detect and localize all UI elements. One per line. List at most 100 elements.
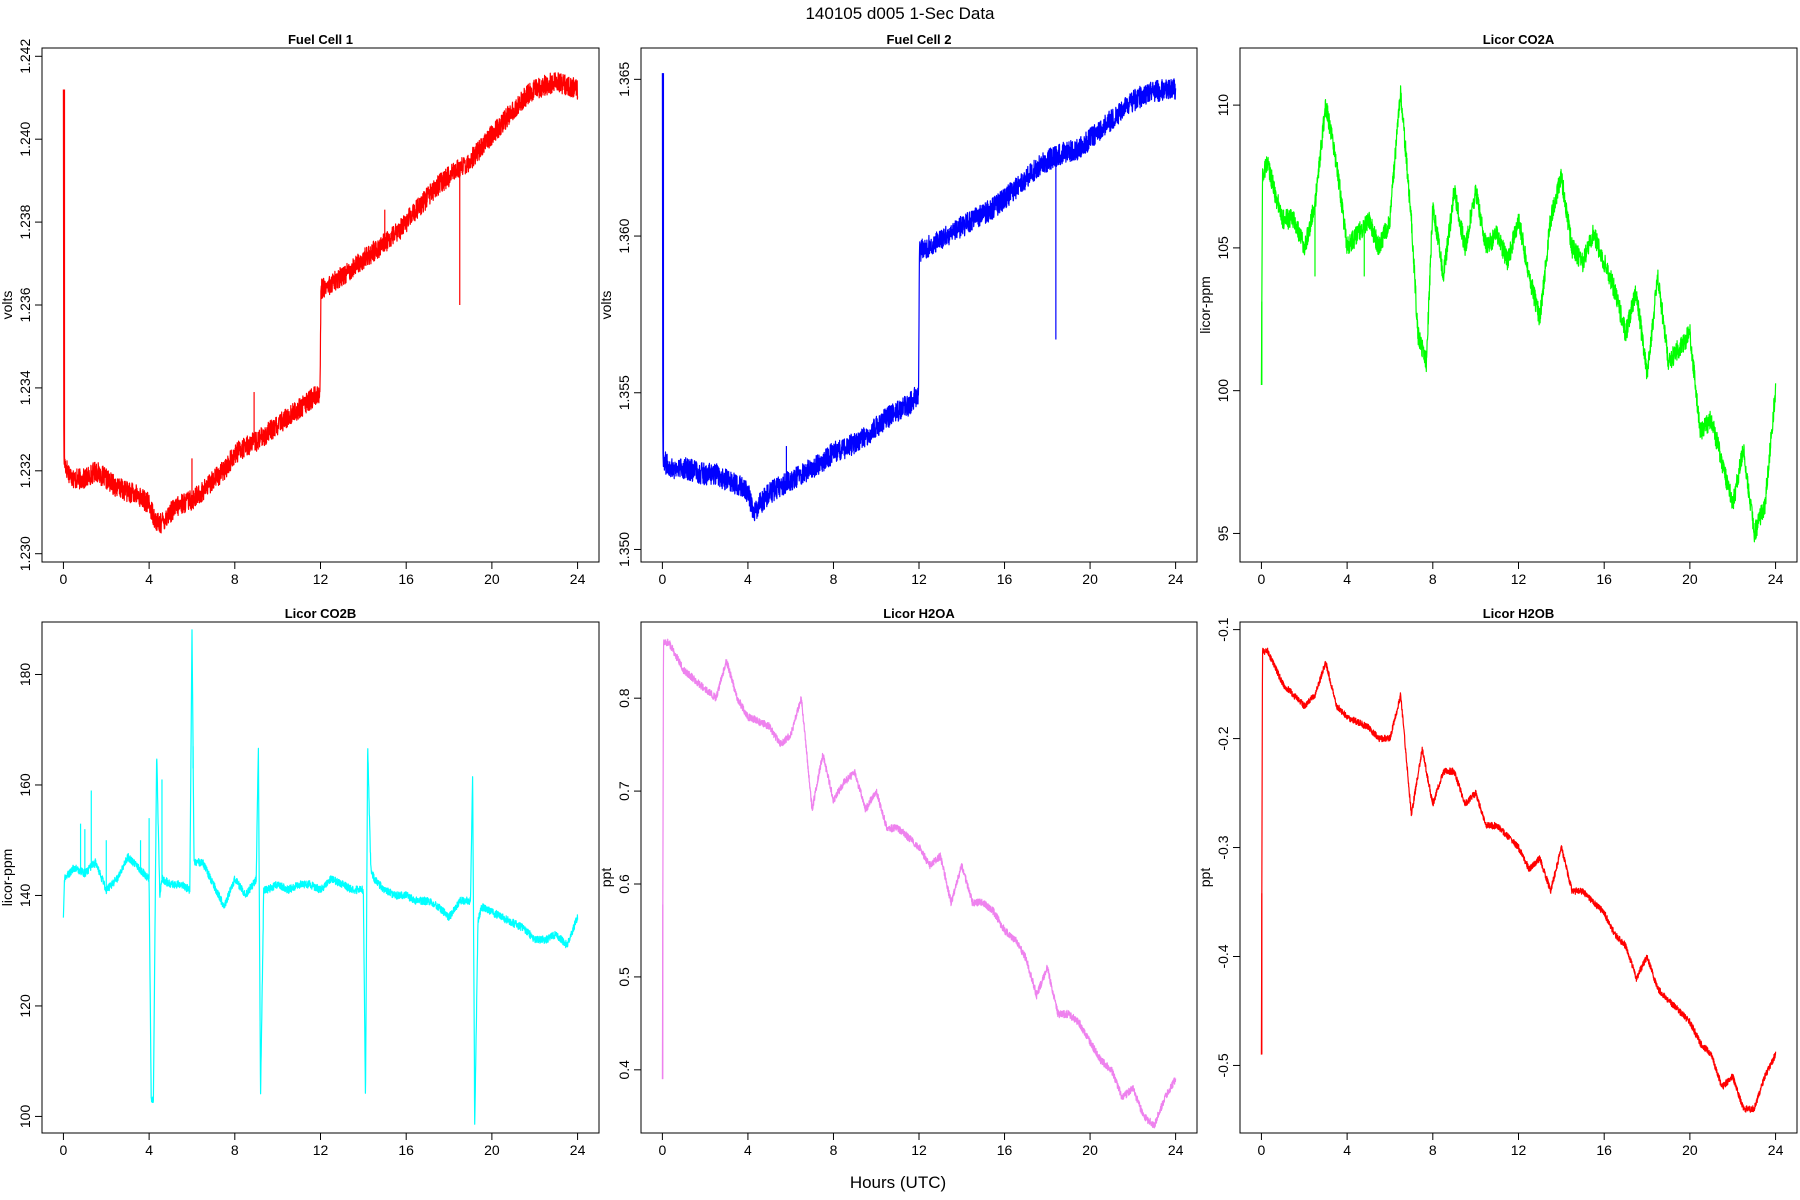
- x-tick-label: 8: [231, 1142, 239, 1158]
- y-tick-label: 0.6: [616, 874, 632, 894]
- panel-title: Fuel Cell 2: [886, 32, 951, 47]
- x-tick-label: 8: [830, 1142, 838, 1158]
- x-tick-label: 0: [60, 1142, 68, 1158]
- series-line: [661, 73, 1177, 522]
- y-axis-label: volts: [598, 291, 614, 320]
- y-axis-label: ppt: [598, 868, 614, 888]
- x-tick-label: 24: [1168, 571, 1184, 587]
- panel-title: Licor CO2B: [285, 606, 357, 621]
- panel-title: Licor H2OA: [883, 606, 955, 621]
- x-tick-label: 16: [997, 571, 1013, 587]
- y-tick-label: 100: [1215, 379, 1231, 403]
- figure-xlabel: Hours (UTC): [850, 1173, 946, 1192]
- y-tick-label: -0.5: [1215, 1053, 1231, 1077]
- panel-title: Licor CO2A: [1483, 32, 1555, 47]
- x-tick-label: 24: [1768, 1142, 1784, 1158]
- series-line: [1260, 85, 1777, 543]
- figure-title: 140105 d005 1-Sec Data: [805, 4, 995, 23]
- series-line: [661, 638, 1177, 1129]
- y-tick-label: 120: [17, 994, 33, 1018]
- y-tick-label: 0.4: [616, 1060, 632, 1080]
- x-tick-label: 8: [830, 571, 838, 587]
- x-tick-label: 0: [658, 1142, 666, 1158]
- panel-5: Licor H2OA ppt 0 4 8 12 16 20 24 0.4 0.5 0.6 0.7 0.8: [598, 606, 1198, 1158]
- x-tick-label: 0: [1258, 571, 1266, 587]
- y-axis-label: ppt: [1197, 868, 1213, 888]
- x-tick-label: 20: [1082, 1142, 1098, 1158]
- y-tick-label: 1.355: [616, 375, 632, 410]
- plot-frame: [41, 621, 600, 1134]
- y-tick-label: 1.236: [17, 287, 33, 322]
- y-tick-label: 1.240: [17, 121, 33, 156]
- panel-6: Licor H2OB ppt 0 4 8 12 16 20 24 -0.5 -0.4 -0.3 -0.2…: [1197, 606, 1798, 1158]
- panel-2: Fuel Cell 2 volts 0 4 8 12 16 20 24 1.350 1.355 1.3…: [598, 32, 1198, 587]
- y-tick-label: 100: [17, 1105, 33, 1129]
- x-tick-label: 0: [60, 571, 68, 587]
- y-tick-label: -0.2: [1215, 726, 1231, 750]
- x-tick-label: 4: [145, 571, 153, 587]
- y-tick-label: 140: [17, 884, 33, 908]
- x-tick-label: 4: [1343, 571, 1351, 587]
- y-tick-label: 95: [1215, 525, 1231, 541]
- panel-4: Licor CO2B licor-ppm 0 4 8 12 16 20 24 100 120 140 1…: [0, 606, 600, 1158]
- panel-title: Licor H2OB: [1483, 606, 1555, 621]
- x-tick-label: 20: [484, 571, 500, 587]
- x-tick-label: 12: [911, 1142, 927, 1158]
- y-tick-label: 1.238: [17, 204, 33, 239]
- y-tick-label: 1.230: [17, 536, 33, 571]
- x-tick-label: 12: [911, 571, 927, 587]
- plot-frame: [640, 621, 1198, 1134]
- plot-frame: [1239, 621, 1798, 1134]
- x-tick-label: 4: [744, 1142, 752, 1158]
- x-tick-label: 16: [1596, 571, 1612, 587]
- x-tick-label: 24: [1768, 571, 1784, 587]
- x-tick-label: 4: [145, 1142, 153, 1158]
- y-axis-label: licor-ppm: [1197, 276, 1213, 334]
- series-line: [1260, 647, 1777, 1113]
- x-tick-label: 16: [1596, 1142, 1612, 1158]
- x-tick-label: 20: [484, 1142, 500, 1158]
- y-tick-label: -0.1: [1215, 617, 1231, 641]
- x-tick-label: 16: [398, 571, 414, 587]
- y-tick-label: 110: [1215, 94, 1231, 117]
- x-tick-label: 12: [313, 571, 329, 587]
- y-tick-label: 160: [17, 773, 33, 797]
- panel-1: Fuel Cell 1 volts 0 4 8 12 16 20 24 1.230 1.232 1.2…: [0, 32, 600, 587]
- y-tick-label: 0.8: [616, 688, 632, 708]
- x-tick-label: 4: [1343, 1142, 1351, 1158]
- x-tick-label: 12: [313, 1142, 329, 1158]
- y-tick-label: 1.234: [17, 370, 33, 405]
- x-tick-label: 8: [1429, 1142, 1437, 1158]
- x-tick-label: 0: [1258, 1142, 1266, 1158]
- y-axis-label: volts: [0, 291, 15, 320]
- x-tick-label: 20: [1682, 1142, 1698, 1158]
- y-tick-label: 1.232: [17, 453, 33, 488]
- x-tick-label: 24: [570, 571, 586, 587]
- x-tick-label: 20: [1682, 571, 1698, 587]
- y-tick-label: 105: [1215, 236, 1231, 260]
- panel-title: Fuel Cell 1: [288, 32, 353, 47]
- x-tick-label: 0: [658, 571, 666, 587]
- x-tick-label: 24: [1168, 1142, 1184, 1158]
- panels: Fuel Cell 1 volts 0 4 8 12 16 20 24 1.230 1.232 1.2…: [0, 32, 1798, 1158]
- y-tick-label: -0.4: [1215, 944, 1231, 968]
- x-tick-label: 20: [1082, 571, 1098, 587]
- panel-3: Licor CO2A licor-ppm 0 4 8 12 16 20 24 95 100 105 11…: [1197, 32, 1798, 587]
- y-tick-label: 0.7: [616, 781, 632, 801]
- x-tick-label: 24: [570, 1142, 586, 1158]
- y-tick-label: 0.5: [616, 967, 632, 987]
- x-tick-label: 4: [744, 571, 752, 587]
- y-axis-label: licor-ppm: [0, 849, 15, 907]
- x-tick-label: 12: [1511, 571, 1527, 587]
- y-tick-label: 1.365: [616, 62, 632, 97]
- x-tick-label: 8: [231, 571, 239, 587]
- series-line: [62, 629, 579, 1125]
- x-tick-label: 16: [398, 1142, 414, 1158]
- series-line: [62, 72, 579, 534]
- y-tick-label: 1.360: [616, 218, 632, 253]
- y-tick-label: -0.3: [1215, 835, 1231, 859]
- x-tick-label: 16: [997, 1142, 1013, 1158]
- y-tick-label: 180: [17, 663, 33, 687]
- x-tick-label: 12: [1511, 1142, 1527, 1158]
